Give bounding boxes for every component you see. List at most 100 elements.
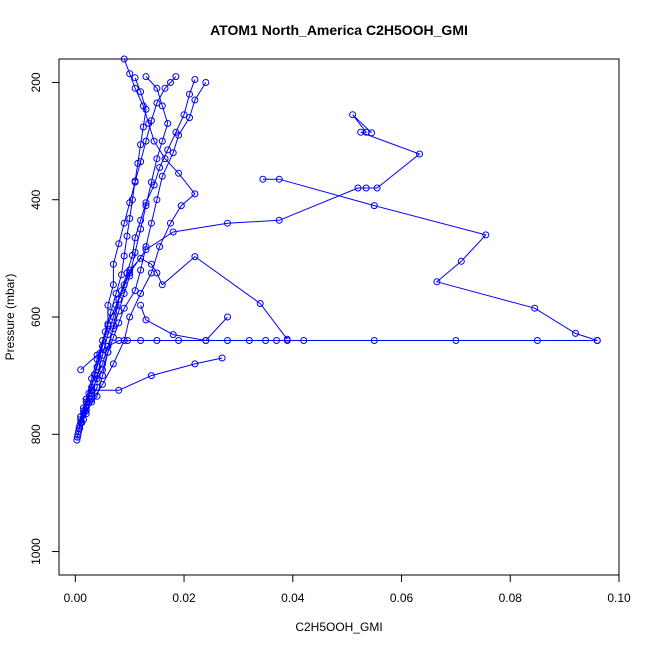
- data-point: [120, 252, 128, 260]
- data-point: [275, 175, 283, 183]
- data-point: [169, 228, 177, 236]
- data-point: [85, 389, 93, 397]
- data-point: [139, 123, 147, 131]
- data-series: [124, 175, 601, 344]
- data-series: [78, 111, 423, 426]
- data-point: [186, 90, 193, 98]
- data-point: [169, 331, 177, 339]
- data-point: [224, 313, 231, 321]
- data-point: [109, 260, 117, 268]
- data-point: [416, 150, 423, 158]
- data-point: [180, 111, 188, 119]
- data-point: [191, 96, 199, 104]
- chart-title: ATOM1 North_America C2H5OOH_GMI: [210, 22, 468, 38]
- data-point: [109, 360, 117, 368]
- data-point: [256, 300, 264, 307]
- series-line: [77, 76, 169, 438]
- data-point: [115, 240, 123, 248]
- data-point: [167, 79, 174, 86]
- data-point: [172, 73, 180, 81]
- data-point: [107, 308, 115, 316]
- series-group: [73, 55, 601, 444]
- data-point: [104, 348, 112, 356]
- data-point: [126, 215, 134, 222]
- data-point: [137, 216, 145, 224]
- data-point: [457, 257, 465, 265]
- y-tick-label: 1000: [29, 538, 43, 565]
- data-point: [593, 337, 601, 344]
- data-point: [137, 88, 145, 96]
- data-point: [150, 137, 158, 145]
- data-point: [115, 295, 123, 303]
- data-point: [191, 253, 199, 261]
- data-point: [158, 102, 166, 110]
- data-point: [142, 137, 150, 145]
- data-point: [131, 74, 139, 82]
- data-point: [191, 76, 199, 83]
- data-point: [224, 219, 231, 227]
- data-point: [131, 287, 139, 295]
- data-point: [175, 169, 183, 177]
- data-point: [147, 219, 155, 227]
- x-axis: 0.00 0.02 0.04 0.06 0.08 0.10: [64, 574, 631, 605]
- data-point: [115, 337, 123, 344]
- data-point: [142, 246, 150, 254]
- data-point: [275, 216, 283, 224]
- data-point: [142, 199, 150, 207]
- plot-frame: [58, 58, 620, 576]
- data-point: [115, 386, 123, 394]
- data-point: [531, 304, 539, 312]
- data-point: [218, 354, 226, 362]
- y-axis: 200 400 600 800 1000: [29, 72, 60, 565]
- data-point: [158, 172, 166, 180]
- data-point: [153, 99, 161, 107]
- data-point: [80, 410, 87, 418]
- data-point: [373, 184, 381, 192]
- y-axis-label: Pressure (mbar): [3, 274, 17, 361]
- data-point: [104, 301, 112, 309]
- x-tick-label: 0.10: [607, 591, 631, 605]
- x-tick-label: 0.02: [172, 591, 196, 605]
- data-point: [118, 271, 125, 279]
- data-point: [101, 328, 109, 336]
- x-tick-label: 0.08: [499, 591, 523, 605]
- data-point: [186, 114, 193, 122]
- data-series: [75, 74, 150, 435]
- data-point: [75, 427, 83, 435]
- data-point: [169, 149, 177, 157]
- data-point: [147, 260, 155, 268]
- data-point: [153, 84, 161, 92]
- data-point: [128, 251, 136, 259]
- data-point: [153, 155, 161, 163]
- x-tick-label: 0.04: [281, 591, 305, 605]
- y-tick-label: 200: [29, 72, 43, 92]
- data-point: [482, 231, 490, 239]
- y-tick-label: 400: [29, 189, 43, 209]
- data-point: [137, 254, 145, 262]
- series-line: [127, 178, 598, 341]
- series-line: [140, 305, 228, 342]
- data-point: [123, 232, 131, 240]
- data-point: [120, 337, 128, 344]
- data-point: [99, 380, 106, 388]
- data-point: [131, 84, 139, 92]
- data-point: [161, 84, 169, 92]
- data-point: [90, 371, 98, 378]
- data-point: [156, 164, 164, 171]
- data-point: [142, 105, 150, 113]
- data-point: [370, 202, 378, 210]
- data-point: [177, 202, 185, 210]
- data-point: [126, 313, 134, 321]
- data-point: [109, 281, 117, 289]
- data-point: [137, 301, 145, 309]
- data-point: [142, 316, 150, 324]
- data-point: [191, 360, 199, 368]
- data-point: [137, 141, 145, 149]
- data-point: [164, 146, 172, 154]
- data-point: [120, 219, 128, 227]
- data-point: [202, 79, 210, 86]
- y-tick-label: 600: [29, 307, 43, 327]
- series-line: [80, 340, 598, 371]
- data-point: [202, 337, 210, 344]
